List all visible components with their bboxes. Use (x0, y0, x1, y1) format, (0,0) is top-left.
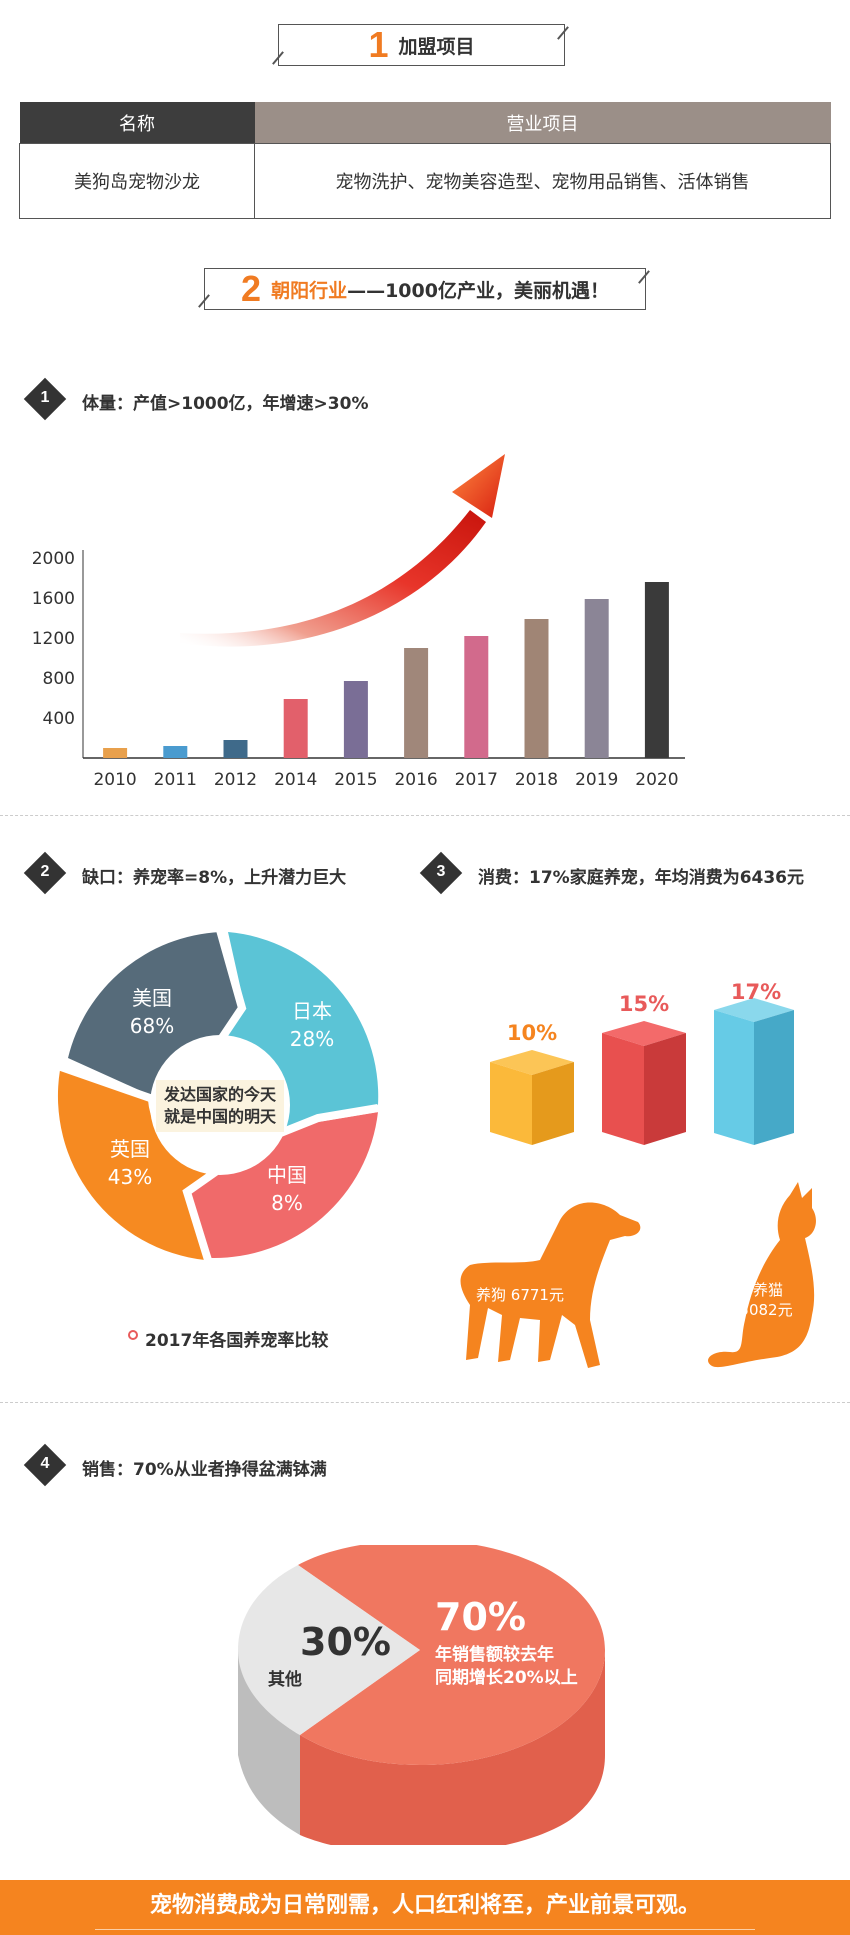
business-table: 名称 营业项目 美狗岛宠物沙龙 宠物洗护、宠物美容造型、宠物用品销售、活体销售 (19, 102, 831, 219)
x-tick-label: 2017 (455, 770, 498, 790)
slice-value-usa: 68% (130, 1014, 174, 1038)
point-title: 缺口：养宠率=8%，上升潜力巨大 (82, 868, 347, 888)
bar-2010 (103, 748, 128, 758)
x-tick-label: 2010 (93, 770, 136, 790)
section-title-1: 1 加盟项目 (278, 24, 565, 66)
slice-value-china: 8% (271, 1191, 303, 1215)
pie-side-orange (300, 1650, 605, 1845)
x-tick-label: 2020 (635, 770, 678, 790)
pet-silhouettes: 养狗 6771元 养猫 5082元 (460, 1182, 816, 1368)
household-pet-boxes: 10% 15% 17% (490, 980, 794, 1145)
y-tick-label: 400 (43, 709, 75, 729)
marker-number: 2 (40, 863, 50, 880)
donut-chart-title: 2017年各国养宠率比较 (145, 1331, 329, 1351)
center-highlight (156, 1080, 284, 1132)
slice-label-usa: 美国 (132, 986, 172, 1010)
marker-number: 4 (40, 1455, 50, 1472)
box-10-percent (490, 1050, 574, 1145)
x-tick-label: 2011 (154, 770, 197, 790)
bar-2015 (343, 681, 368, 758)
slice-value-japan: 28% (290, 1027, 334, 1051)
sales-3d-pie: 30% 其他 70% 年销售额较去年 同期增长20%以上 (238, 1545, 605, 1845)
x-tick-label: 2019 (575, 770, 618, 790)
x-tick-label: 2015 (334, 770, 377, 790)
pie-top-grey (238, 1565, 420, 1735)
box-17-percent (714, 998, 794, 1145)
box-label-15: 15% (619, 992, 669, 1016)
cat-label: 养猫 (753, 1281, 783, 1299)
box-15-percent (602, 1021, 686, 1145)
output-bar-chart: 400 800 1200 1600 2000 2010 2011 2012 2014 2015 20… (32, 454, 685, 790)
bar-2017 (464, 636, 489, 758)
table-header-name: 名称 (19, 102, 255, 144)
bar-2019 (584, 599, 609, 758)
box-label-10: 10% (507, 1021, 557, 1045)
pie-top-orange (298, 1545, 605, 1765)
marker-number: 3 (436, 863, 446, 880)
table-cell-name: 美狗岛宠物沙龙 (19, 143, 255, 219)
pie-side-grey (238, 1650, 300, 1835)
pie-value-other: 30% (300, 1620, 391, 1664)
x-tick-label: 2018 (515, 770, 558, 790)
table-cell-business: 宠物洗护、宠物美容造型、宠物用品销售、活体销售 (254, 143, 831, 219)
cat-cost-label: 5082元 (739, 1301, 792, 1319)
slice-label-uk: 英国 (110, 1137, 150, 1161)
section-number: 2 (241, 268, 262, 309)
x-tick-label: 2014 (274, 770, 317, 790)
slice-label-japan: 日本 (292, 999, 332, 1023)
section-number: 1 (368, 24, 389, 65)
y-tick-label: 2000 (32, 549, 75, 569)
footer-underline (95, 1929, 755, 1930)
legend-dot-icon (128, 1330, 138, 1340)
y-tick-label: 1600 (32, 589, 75, 609)
growth-arrow-tail (180, 510, 486, 647)
pie-value-main: 70% (435, 1595, 526, 1639)
divider (0, 815, 850, 816)
section-highlight-text: 朝阳行业 (271, 279, 348, 302)
footer-banner: 宠物消费成为日常刚需，人口红利将至，产业前景可观。 (0, 1880, 850, 1935)
divider (0, 1402, 850, 1403)
point-title: 消费：17%家庭养宠，年均消费为6436元 (478, 868, 805, 888)
pie-label-other: 其他 (268, 1669, 302, 1690)
x-tick-label: 2016 (394, 770, 437, 790)
table-header-business: 营业项目 (254, 102, 831, 144)
slice-label-china: 中国 (267, 1163, 307, 1187)
bar-2011 (163, 746, 188, 758)
dog-cost-label: 养狗 6771元 (476, 1286, 564, 1304)
growth-arrow-head (452, 454, 505, 518)
y-tick-label: 800 (43, 669, 75, 689)
bar-2014 (283, 699, 308, 758)
donut-slice-china (190, 1112, 378, 1259)
bar-2018 (524, 619, 549, 758)
section-title-2: 2 朝阳行业 ——1000亿产业，美丽机遇！ (204, 268, 646, 310)
point-title: 销售：70%从业者挣得盆满钵满 (82, 1460, 327, 1480)
marker-number: 1 (40, 389, 50, 406)
donut-center-line2: 就是中国的明天 (164, 1107, 277, 1126)
pie-label-main-line1: 年销售额较去年 (435, 1644, 554, 1665)
donut-slice-uk (57, 1070, 222, 1260)
bar-2012 (223, 740, 248, 758)
x-tick-label: 2012 (214, 770, 257, 790)
dog-icon (460, 1202, 641, 1368)
slice-value-uk: 43% (108, 1165, 152, 1189)
bar-2016 (404, 648, 429, 758)
box-label-17: 17% (731, 980, 781, 1004)
point-title: 体量：产值>1000亿，年增速>30% (82, 394, 369, 414)
y-tick-label: 1200 (32, 629, 75, 649)
pet-ownership-donut: 发达国家的今天 就是中国的明天 美国 68% 日本 28% 中国 8% 英国 4… (56, 928, 379, 1262)
pie-label-main-line2: 同期增长20%以上 (435, 1667, 578, 1688)
section-title-text: ——1000亿产业，美丽机遇！ (347, 279, 609, 302)
bar-2020 (644, 582, 669, 758)
section-title-text: 加盟项目 (398, 35, 475, 58)
cat-icon (708, 1182, 816, 1368)
donut-center-line1: 发达国家的今天 (163, 1085, 277, 1104)
